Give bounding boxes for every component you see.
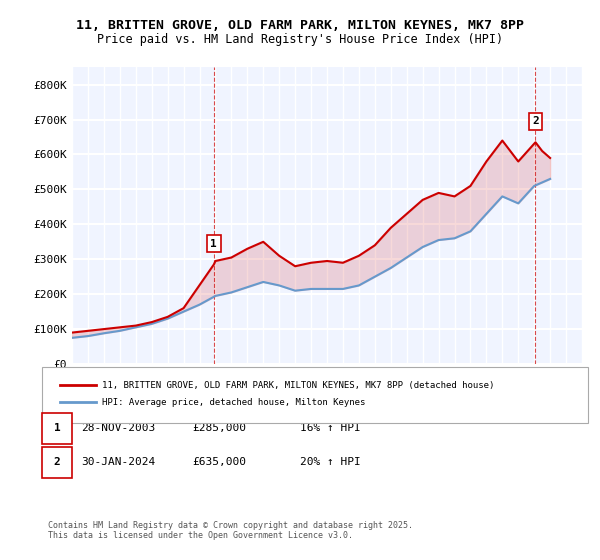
Text: HPI: Average price, detached house, Milton Keynes: HPI: Average price, detached house, Milt… (102, 398, 365, 407)
Text: £635,000: £635,000 (192, 457, 246, 467)
Text: 11, BRITTEN GROVE, OLD FARM PARK, MILTON KEYNES, MK7 8PP (detached house): 11, BRITTEN GROVE, OLD FARM PARK, MILTON… (102, 381, 494, 390)
Text: 11, BRITTEN GROVE, OLD FARM PARK, MILTON KEYNES, MK7 8PP: 11, BRITTEN GROVE, OLD FARM PARK, MILTON… (76, 18, 524, 32)
Text: 20% ↑ HPI: 20% ↑ HPI (300, 457, 361, 467)
Text: 2: 2 (532, 116, 539, 127)
Text: 16% ↑ HPI: 16% ↑ HPI (300, 423, 361, 433)
Text: 1: 1 (211, 239, 217, 249)
Text: £285,000: £285,000 (192, 423, 246, 433)
Text: 28-NOV-2003: 28-NOV-2003 (81, 423, 155, 433)
Text: 2: 2 (53, 457, 61, 467)
Text: 1: 1 (53, 423, 61, 433)
Text: 30-JAN-2024: 30-JAN-2024 (81, 457, 155, 467)
Text: Contains HM Land Registry data © Crown copyright and database right 2025.
This d: Contains HM Land Registry data © Crown c… (48, 521, 413, 540)
Text: Price paid vs. HM Land Registry's House Price Index (HPI): Price paid vs. HM Land Registry's House … (97, 32, 503, 46)
